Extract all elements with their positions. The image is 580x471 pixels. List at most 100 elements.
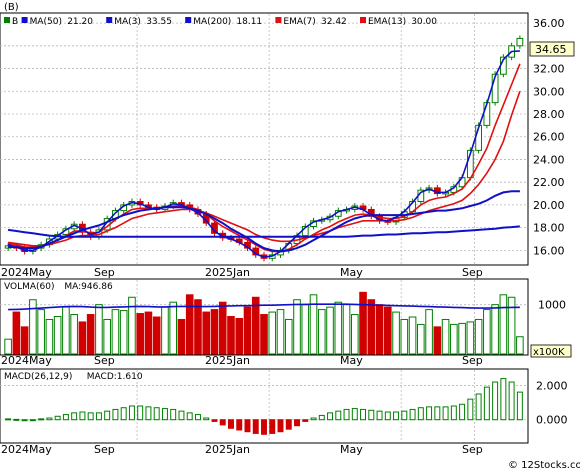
macd-bar [302,419,309,422]
macd-bar [104,410,111,421]
macd-bar [401,410,408,421]
macd-bar [483,386,490,421]
x-axis-label: Sep [94,443,115,456]
legend-label: MA(50) [30,17,62,27]
volume-bar [268,311,277,355]
macd-bar [145,406,152,421]
macd-bar [137,405,144,421]
volume-bar [301,304,310,355]
volume-bar [45,318,54,355]
price-y-tick: 30.00 [533,85,565,98]
price-y-tick: 22.00 [533,176,565,189]
macd-bar [170,408,177,421]
volume-bar [293,299,301,355]
legend-label: EMA(13) [368,17,406,27]
price-y-tick: 20.00 [533,199,565,212]
volume-bar [161,306,169,355]
volume-bar [425,309,433,355]
macd-bar [343,408,350,421]
x-axis-label: Sep [94,354,115,367]
macd-bar [38,418,45,421]
volume-bar [62,306,70,355]
volume-bar [359,291,367,355]
volume-bars [4,291,524,355]
x-axis-label: 2025Jan [205,266,250,279]
volume-bar [342,304,351,355]
ma50-line [8,190,520,253]
volume-bar [185,294,194,355]
macd-bar [277,419,284,433]
macd-bar [252,419,259,434]
legend-label: MACD:1.610 [87,372,143,382]
price-y-axis: 36.0034.0032.0030.0028.0026.0024.0022.00… [533,17,565,257]
macd-bar [360,408,367,421]
volume-bar [227,316,235,355]
volume-bar [111,309,120,355]
volume-bar [70,314,78,355]
volume-bar [507,296,516,355]
volume-bar [29,299,37,355]
macd-bar [161,408,168,421]
macd-bar [318,414,325,421]
volume-bar [466,321,475,355]
volume-y-tick: 1000 [538,299,566,312]
macd-bar [219,419,226,426]
volume-bar [4,338,12,355]
chart-title: (B) [4,2,19,13]
macd-bar [128,405,135,421]
price-y-tick: 16.00 [533,244,565,257]
macd-bar [194,414,201,421]
ma200-line [7,225,520,238]
macd-bar [450,405,457,421]
legend-value: 30.00 [411,17,437,27]
macd-bar [71,412,78,421]
macd-bar [87,412,94,421]
price-y-tick: 24.00 [533,153,565,166]
x-axis-label: May [340,443,363,456]
legend-swatch [185,17,192,23]
ma3-line [7,50,520,259]
legend-label: MACD(26,12,9) [4,372,72,382]
macd-bar [500,378,507,421]
legend-swatch [106,17,113,23]
volume-bar [218,301,227,355]
volume-bar [326,306,334,355]
legend-swatch [275,17,282,23]
macd-bar [54,415,61,421]
legend-label: B [12,17,18,27]
macd-bar [310,417,317,421]
volume-bar [516,336,524,355]
macd-bar [112,408,119,421]
legend-value: 18.11 [236,17,262,27]
macd-bar [459,403,466,421]
legend-label: MA:946.86 [64,282,113,292]
volume-bar [53,316,62,355]
macd-bar [384,411,391,421]
volume-bar [483,309,491,355]
volume-bar [375,304,384,355]
ema7-line [7,63,521,253]
price-lines [7,50,521,259]
volume-bar [284,318,293,355]
macd-bar [46,417,53,421]
macd-bar [368,409,375,421]
volume-bar [210,309,219,355]
volume-bar [392,311,400,355]
volume-bar [177,318,186,355]
x-axis-label: Sep [94,266,115,279]
volume-bar [334,301,343,355]
volume-bar [86,314,95,355]
legend-value: 21.20 [67,17,93,27]
legend-value: 33.55 [146,17,172,27]
macd-bar [13,418,20,421]
legend-swatch [360,17,366,23]
legend-label: MA(3) [114,17,141,27]
price-panel [0,12,529,266]
price-y-tick: 28.00 [533,108,565,121]
volume-bar [450,323,458,355]
x-axis-label: Sep [462,443,483,456]
volume-bar [441,318,450,355]
volume-bar [136,313,144,355]
volume-y-axis: 1000 [538,299,566,312]
